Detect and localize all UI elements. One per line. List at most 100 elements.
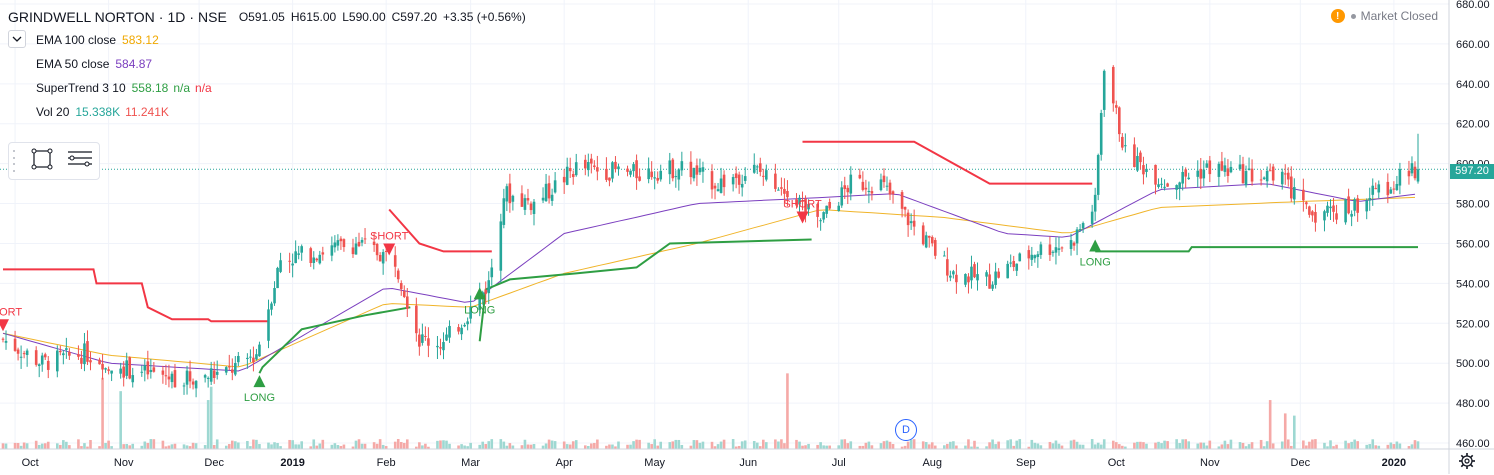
volume-bar [1090,439,1094,449]
volume-bar [297,444,300,449]
candlesticks[interactable] [1,65,1420,398]
symbol-row: GRINDWELL NORTON · 1D · NSE O591.05 H615… [8,6,526,28]
rectangle-tool-button[interactable] [25,146,59,176]
candle-body [321,252,325,255]
volume-bar [635,439,638,449]
volume-bar [888,441,892,449]
x-tick-label: Dec [204,457,224,469]
chevron-down-icon [12,34,22,45]
volume-bar [119,391,122,449]
candle-body [25,350,29,356]
volume-bar [973,440,976,449]
y-tick-label: 540.00 [1456,278,1490,290]
candle-body [1377,184,1381,193]
candle-body [795,199,798,206]
candle-body [466,321,469,325]
candle-body [985,272,988,277]
candle-body [882,175,886,183]
volume-bar [758,446,762,449]
candle-body [405,296,409,309]
indicator-row-supertrend[interactable]: SuperTrend 3 10 558.18 n/a n/a [8,76,526,100]
volume-bar [731,439,735,449]
volume-bar [1163,440,1166,449]
candle-body [1323,211,1326,221]
candle-body [249,356,252,358]
candle-body [1335,213,1338,220]
candle-body [867,190,871,193]
candle-body [267,309,270,341]
candle-body [1223,165,1227,172]
list-tool-button[interactable] [63,146,97,176]
candle-body [777,189,780,191]
indicator-row-ema50[interactable]: EMA 50 close 584.87 [8,52,526,76]
volume-bar [230,440,234,449]
candle-body [1184,169,1187,177]
candle-body [101,363,104,370]
gear-icon[interactable] [1458,452,1476,470]
volume-bar [457,445,460,449]
volume-bar [393,441,397,449]
volume-bar [638,439,641,449]
candle-body [1374,188,1378,190]
candle-body [692,167,696,179]
volume-bar [1036,443,1040,449]
volume-bar [131,443,135,449]
symbol-name[interactable]: GRINDWELL NORTON [8,9,155,25]
volume-bar [774,439,777,449]
candle-body [1196,170,1200,177]
candle-body [1268,170,1272,172]
volume-bar [795,439,798,449]
volume-bar [930,442,934,449]
supertrend-short-segment [3,268,269,323]
volume-bar [1072,439,1076,449]
candle-body [339,238,343,242]
candle-body [587,162,590,171]
indicator-row-volume[interactable]: Vol 20 15.338K 11.241K [8,100,526,124]
warning-icon: ! [1330,9,1345,23]
dividend-marker[interactable]: D [895,419,917,441]
volume-bar [885,440,889,449]
volume-bar [562,441,566,449]
long-signal-arrow [473,287,486,300]
candle-body [56,350,59,372]
indicator-value: 583.12 [122,33,159,47]
candle-body [1347,196,1350,214]
x-tick-label: May [644,457,665,469]
volume-bar [1202,442,1206,449]
candle-body [1057,248,1061,250]
candle-body [457,327,460,332]
volume-bar [161,440,165,449]
volume-bar [526,444,530,449]
panel-drag-handle[interactable] [13,150,21,172]
volume-bar [1160,443,1163,449]
candle-body [740,183,744,188]
drawing-tool-panel[interactable] [8,142,100,180]
candle-body [188,371,192,382]
volume-bar [840,439,844,449]
candle-body [318,254,322,264]
candle-body [502,198,506,225]
short-signal-arrow [796,211,809,224]
legend-collapse-button[interactable] [8,30,26,48]
candle-body [294,251,297,264]
market-status[interactable]: ! Market Closed [1330,9,1438,23]
candle-body [541,197,545,201]
candle-body [1145,168,1148,172]
candle-body [448,325,451,338]
indicator-row-ema100[interactable]: EMA 100 close 583.12 [8,28,526,52]
volume-bar [798,441,801,449]
candle-body [393,255,397,267]
x-tick-label: Nov [114,457,134,469]
volume-bar [985,446,988,449]
candle-body [949,275,952,278]
candle-body [1289,176,1293,199]
x-tick-label: Sep [1016,457,1036,469]
candle-body [695,165,699,175]
volume-bar [372,442,376,449]
candle-body [1229,166,1233,173]
volume-bar [300,441,303,449]
candle-body [1033,255,1037,259]
volume-bar [680,444,684,449]
interval[interactable]: 1D [167,9,186,25]
